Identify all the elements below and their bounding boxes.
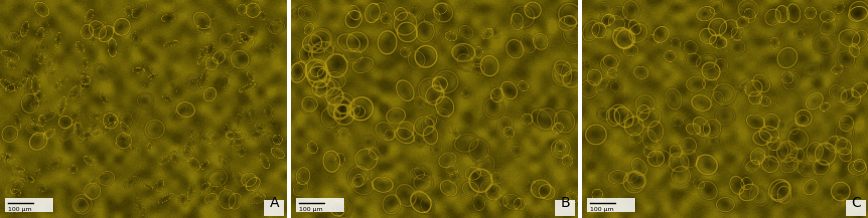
Bar — [556, 200, 575, 216]
Text: 100 μm: 100 μm — [589, 207, 614, 212]
Text: B: B — [561, 196, 570, 210]
Bar — [296, 198, 344, 212]
Bar — [265, 200, 285, 216]
Text: 100 μm: 100 μm — [8, 207, 32, 212]
Text: 100 μm: 100 μm — [299, 207, 323, 212]
Bar — [846, 200, 866, 216]
Bar — [5, 198, 53, 212]
Bar — [587, 198, 635, 212]
Text: C: C — [851, 196, 861, 210]
Text: A: A — [270, 196, 279, 210]
